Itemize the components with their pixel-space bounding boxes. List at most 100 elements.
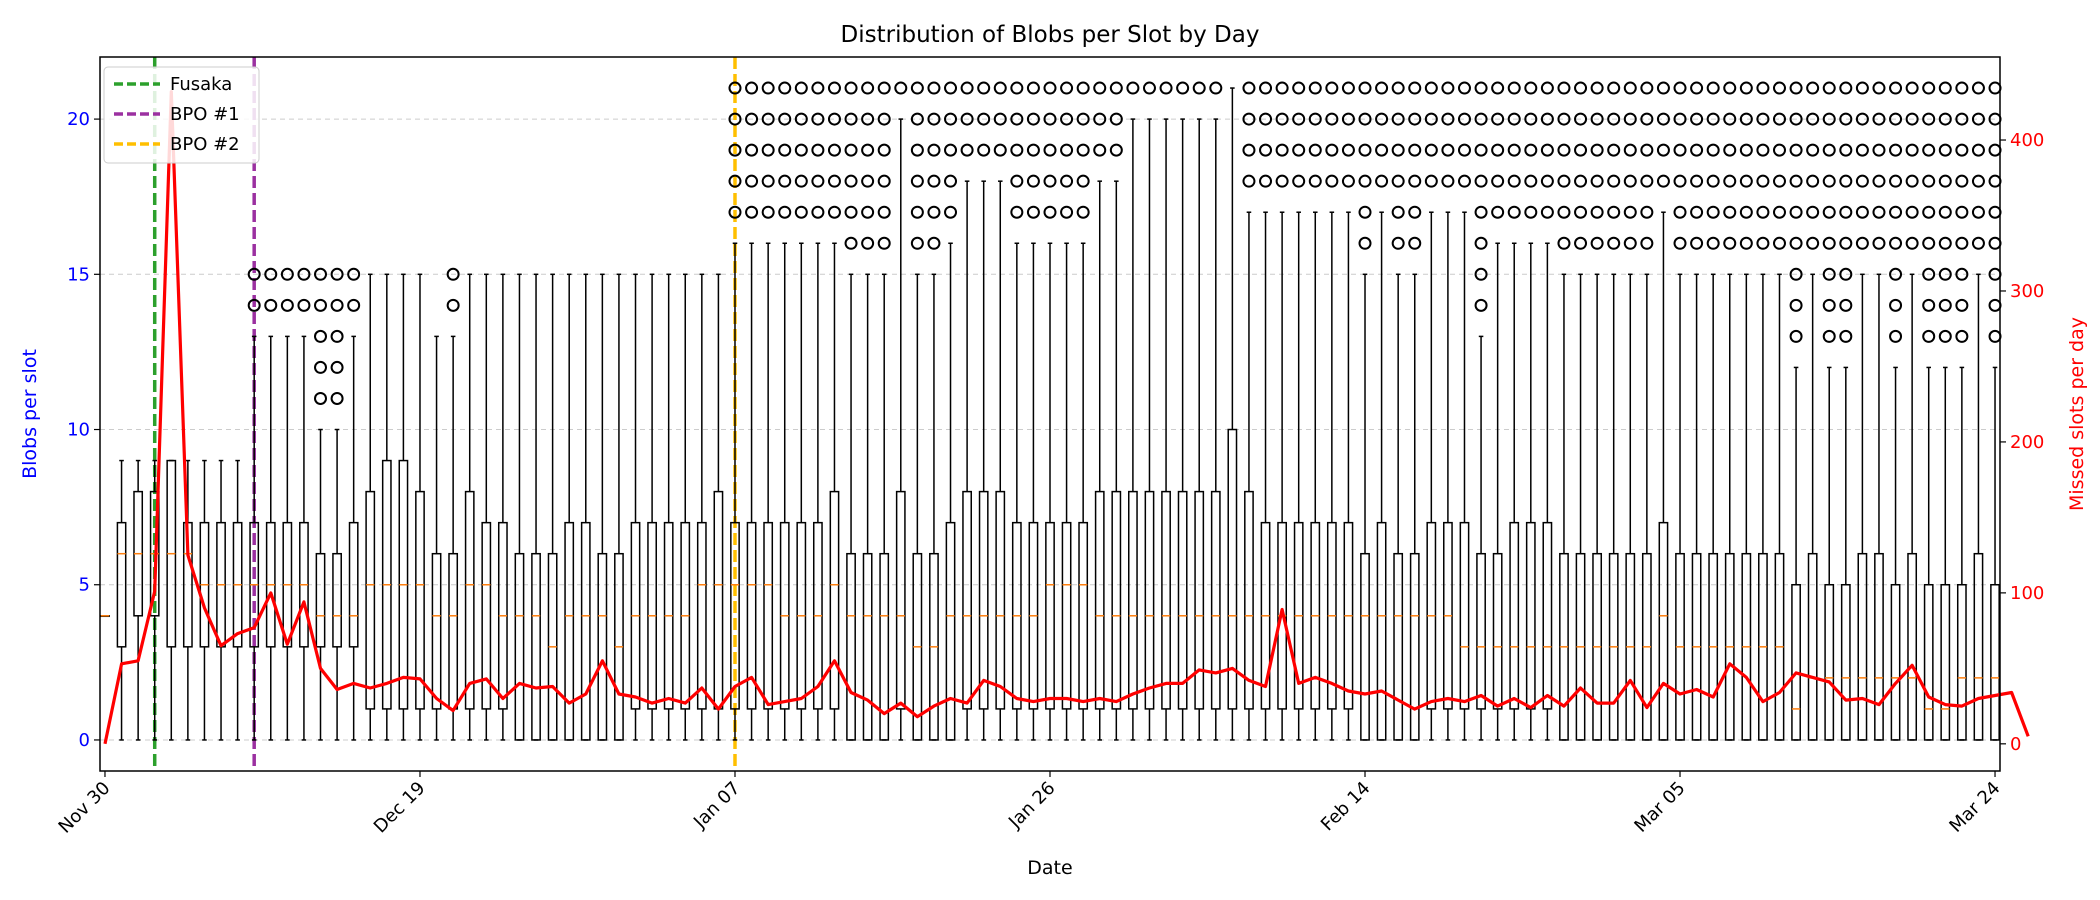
box-day-16 bbox=[365, 273, 376, 741]
box-day-112 bbox=[1955, 81, 1969, 741]
outlier-point bbox=[1922, 112, 1936, 126]
y-left-tick-label: 20 bbox=[67, 109, 90, 130]
outlier-point bbox=[1408, 112, 1422, 126]
outlier-point bbox=[330, 298, 344, 312]
outlier-point bbox=[1607, 112, 1621, 126]
outlier-point bbox=[1955, 81, 1969, 95]
outlier-point bbox=[1756, 81, 1770, 95]
box-day-100 bbox=[1756, 81, 1770, 741]
outlier-point bbox=[1822, 174, 1836, 188]
outlier-point bbox=[1789, 174, 1803, 188]
outlier-point bbox=[1325, 143, 1339, 157]
outlier-point bbox=[1855, 112, 1869, 126]
outlier-point bbox=[1806, 236, 1820, 250]
outlier-point bbox=[1673, 205, 1687, 219]
outlier-point bbox=[960, 143, 974, 157]
outlier-point bbox=[347, 298, 361, 312]
outlier-point bbox=[1109, 81, 1123, 95]
outlier-point bbox=[1574, 236, 1588, 250]
outlier-point bbox=[1806, 112, 1820, 126]
box-iqr bbox=[431, 552, 442, 710]
outlier-point bbox=[1905, 81, 1919, 95]
box-day-84 bbox=[1491, 81, 1505, 741]
outlier-point bbox=[1076, 143, 1090, 157]
outlier-point bbox=[1607, 81, 1621, 95]
outlier-point bbox=[778, 81, 792, 95]
y-left-tick-label: 15 bbox=[67, 264, 90, 285]
box-day-93 bbox=[1640, 81, 1654, 741]
outlier-point bbox=[811, 205, 825, 219]
outlier-point bbox=[1093, 81, 1107, 95]
outlier-point bbox=[1938, 81, 1952, 95]
y-right-tick-label: 0 bbox=[2010, 734, 2021, 755]
outlier-point bbox=[1806, 205, 1820, 219]
outlier-point bbox=[728, 174, 742, 188]
box-iqr bbox=[1807, 552, 1818, 741]
outlier-point bbox=[1922, 298, 1936, 312]
outlier-point bbox=[1905, 143, 1919, 157]
outlier-point bbox=[1010, 112, 1024, 126]
outlier-point bbox=[1706, 205, 1720, 219]
box-iqr bbox=[531, 552, 541, 741]
box-day-95 bbox=[1673, 81, 1687, 741]
outlier-point bbox=[811, 112, 825, 126]
outlier-point bbox=[1673, 143, 1687, 157]
box-day-58 bbox=[1060, 81, 1074, 741]
box-day-51 bbox=[944, 81, 958, 741]
box-day-99 bbox=[1739, 81, 1753, 741]
box-day-56 bbox=[1026, 81, 1040, 741]
missed-slots-series bbox=[103, 90, 2030, 745]
outlier-point bbox=[1772, 236, 1786, 250]
box-day-1 bbox=[116, 459, 127, 741]
outlier-point bbox=[1590, 236, 1604, 250]
box-iqr bbox=[1907, 552, 1918, 741]
box-iqr bbox=[348, 521, 359, 648]
outlier-point bbox=[927, 174, 941, 188]
outlier-point bbox=[1557, 112, 1571, 126]
outlier-point bbox=[314, 391, 328, 405]
outlier-point bbox=[1706, 236, 1720, 250]
outlier-point bbox=[1756, 205, 1770, 219]
box-day-69 bbox=[1242, 81, 1256, 741]
outlier-point bbox=[1640, 174, 1654, 188]
y-axis-left-label: Blobs per slot bbox=[19, 349, 41, 479]
outlier-point bbox=[330, 391, 344, 405]
box-day-101 bbox=[1772, 81, 1786, 741]
outlier-point bbox=[1839, 298, 1853, 312]
box-iqr bbox=[1210, 490, 1221, 710]
outlier-point bbox=[1756, 174, 1770, 188]
box-day-12 bbox=[297, 267, 311, 741]
box-day-19 bbox=[415, 273, 425, 741]
outlier-point bbox=[1889, 81, 1903, 95]
outlier-point bbox=[1557, 236, 1571, 250]
box-day-89 bbox=[1574, 81, 1588, 741]
box-day-52 bbox=[960, 81, 974, 741]
outlier-point bbox=[247, 267, 261, 281]
outlier-point bbox=[1955, 143, 1969, 157]
box-day-36 bbox=[696, 273, 707, 741]
box-day-73 bbox=[1308, 81, 1322, 741]
box-iqr bbox=[862, 552, 873, 741]
outlier-point bbox=[1259, 81, 1273, 95]
box-iqr bbox=[1476, 552, 1486, 710]
box-day-107 bbox=[1872, 81, 1886, 741]
outlier-point bbox=[1375, 143, 1389, 157]
outlier-point bbox=[1889, 143, 1903, 157]
outlier-point bbox=[1872, 236, 1886, 250]
outlier-point bbox=[1640, 143, 1654, 157]
box-day-17 bbox=[381, 273, 392, 741]
outlier-point bbox=[1010, 81, 1024, 95]
outlier-point bbox=[1739, 112, 1753, 126]
chart-title: Distribution of Blobs per Slot by Day bbox=[841, 22, 1260, 48]
box-day-71 bbox=[1275, 81, 1289, 741]
outlier-point bbox=[1739, 205, 1753, 219]
outlier-point bbox=[1822, 267, 1836, 281]
outlier-point bbox=[1988, 143, 2002, 157]
outlier-point bbox=[1292, 174, 1306, 188]
outlier-point bbox=[1872, 205, 1886, 219]
outlier-point bbox=[1889, 174, 1903, 188]
outlier-point bbox=[1789, 236, 1803, 250]
outlier-point bbox=[1574, 174, 1588, 188]
outlier-point bbox=[894, 81, 908, 95]
outlier-point bbox=[1109, 112, 1123, 126]
